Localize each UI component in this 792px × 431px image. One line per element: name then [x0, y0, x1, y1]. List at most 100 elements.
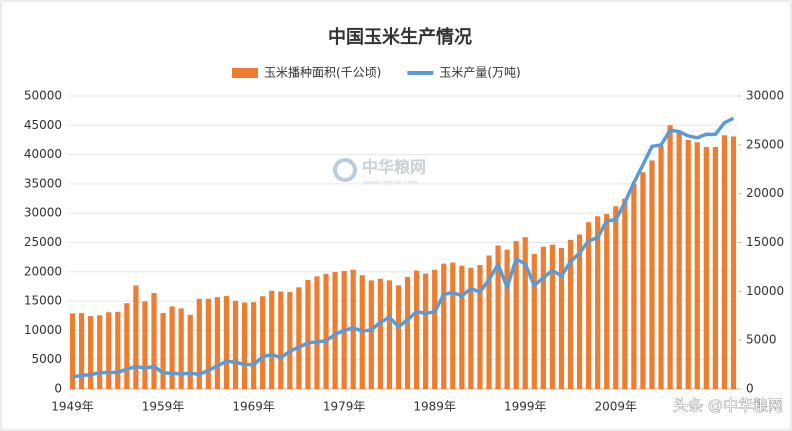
bar: [160, 313, 166, 389]
y-tick-label: 25000: [24, 235, 62, 249]
bar: [296, 287, 302, 389]
bar: [124, 303, 130, 389]
legend-label: 玉米产量(万吨): [439, 66, 520, 80]
y-tick-label: 30000: [24, 206, 62, 220]
bar: [531, 253, 537, 389]
bar: [604, 214, 610, 389]
bar: [133, 285, 139, 389]
bar: [386, 280, 393, 389]
bar: [676, 131, 682, 389]
bar: [667, 125, 673, 390]
y2-tick-label: 5000: [746, 333, 777, 347]
bar: [558, 247, 565, 389]
bar: [88, 316, 94, 389]
legend-label: 玉米播种面积(千公顷): [264, 66, 381, 80]
bar: [694, 142, 700, 389]
bar: [413, 270, 420, 389]
y2-tick-label: 30000: [746, 89, 784, 103]
bar: [513, 241, 519, 389]
bar: [314, 276, 320, 389]
bar: [522, 237, 528, 389]
watermark-url: www.cngrain.com: [364, 180, 417, 187]
bar: [205, 298, 211, 389]
bar: [567, 239, 574, 389]
bar: [278, 291, 284, 389]
y-tick-label: 5000: [31, 352, 62, 366]
bar: [613, 206, 619, 389]
bar: [97, 315, 103, 389]
bar: [586, 222, 592, 389]
bar: [549, 244, 555, 389]
bar: [450, 262, 456, 389]
y-tick-label: 15000: [24, 294, 62, 308]
bar: [423, 273, 429, 389]
bar: [432, 269, 438, 389]
bar: [685, 139, 691, 389]
bar: [69, 313, 76, 389]
bar: [504, 249, 510, 389]
x-tick-label: 1989年: [413, 400, 456, 414]
bar: [730, 136, 737, 389]
bar: [178, 308, 184, 389]
x-tick-label: 2009年: [594, 400, 637, 414]
bar: [368, 280, 374, 389]
y-tick-label: 20000: [24, 264, 62, 278]
bar: [241, 302, 248, 389]
y-tick-label: 40000: [24, 147, 62, 161]
bar: [631, 183, 637, 389]
bar: [441, 263, 447, 389]
x-tick-label: 1969年: [232, 400, 275, 414]
bar: [540, 246, 546, 389]
bar: [115, 311, 121, 389]
bar: [658, 145, 664, 389]
y2-tick-label: 15000: [746, 235, 784, 249]
bar: [214, 297, 220, 389]
x-tick-label: 1979年: [323, 400, 366, 414]
bar: [251, 302, 257, 389]
watermark: 中华粮网 www.cngrain.com: [333, 158, 426, 187]
bar: [640, 172, 646, 389]
bar: [576, 234, 583, 389]
bar: [151, 293, 157, 389]
bar: [721, 135, 728, 389]
y-tick-label: 50000: [24, 89, 62, 103]
bar: [595, 216, 601, 389]
bar: [477, 265, 483, 389]
bar: [459, 265, 465, 389]
y-tick-label: 35000: [24, 176, 62, 190]
bar: [332, 272, 338, 389]
bar: [187, 314, 193, 389]
x-tick-label: 1949年: [51, 400, 94, 414]
bar: [703, 146, 709, 389]
y-tick-label: 10000: [24, 323, 62, 337]
bar: [78, 313, 85, 389]
watermark-logo: [333, 158, 357, 182]
bar: [196, 298, 202, 389]
x-tick-label: 1959年: [142, 400, 185, 414]
x-tick-label: 1999年: [504, 400, 547, 414]
bar: [142, 301, 148, 389]
bar: [649, 160, 655, 389]
source-tag: 头条 @中华粮网: [673, 397, 783, 415]
bar: [323, 273, 329, 389]
bar: [106, 312, 112, 389]
line: [72, 116, 735, 379]
y2-tick-label: 20000: [746, 186, 784, 200]
chart-title: 中国玉米生产情况: [328, 26, 472, 48]
bar: [486, 255, 492, 389]
bar: [495, 245, 501, 389]
bar: [287, 292, 293, 389]
bar: [712, 146, 718, 389]
bar: [223, 296, 230, 389]
bar: [260, 296, 266, 389]
bar: [395, 285, 402, 389]
bar: [305, 280, 311, 389]
bar: [232, 300, 239, 389]
bar: [169, 306, 175, 389]
bar: [377, 278, 383, 389]
y-tick-label: 45000: [24, 118, 62, 132]
legend-swatch: [232, 68, 258, 78]
bar: [622, 198, 628, 389]
bar: [404, 276, 411, 389]
